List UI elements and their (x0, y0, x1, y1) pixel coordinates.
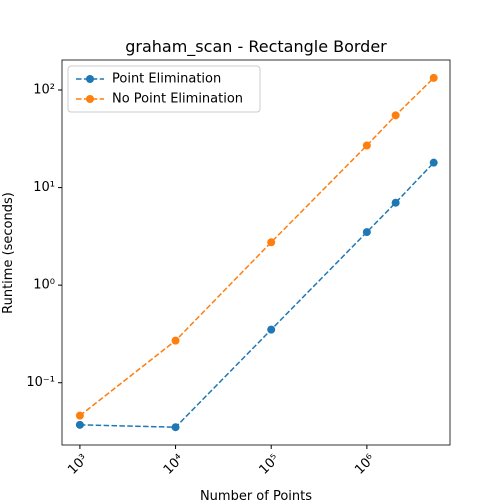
y-tick-label: 10² (33, 83, 55, 98)
data-point (267, 238, 276, 247)
x-tick-label: 10³ (65, 452, 91, 478)
legend-marker (86, 75, 94, 83)
data-point (429, 73, 438, 82)
y-tick-label: 10⁻¹ (26, 375, 55, 390)
legend-label: No Point Elimination (112, 92, 243, 107)
x-tick-label: 10⁶ (352, 452, 378, 478)
x-axis-label: Number of Points (200, 489, 312, 500)
legend-marker (86, 95, 94, 103)
legend-label: Point Elimination (112, 72, 221, 87)
data-point (267, 325, 276, 334)
chart-title: graham_scan - Rectangle Border (125, 37, 387, 57)
data-point (75, 420, 84, 429)
y-tick-label: 10⁰ (33, 278, 55, 293)
x-tick-label: 10⁵ (257, 452, 283, 478)
data-point (429, 158, 438, 167)
data-point (171, 336, 180, 345)
y-axis-label: Runtime (seconds) (1, 192, 16, 314)
series-line (79, 77, 435, 417)
data-point (391, 198, 400, 207)
data-point (391, 111, 400, 120)
series-line (79, 162, 435, 428)
x-tick-label: 10⁴ (161, 452, 187, 478)
data-point (75, 411, 84, 420)
plot-frame (61, 59, 451, 446)
data-point (362, 141, 371, 150)
data-point (171, 423, 180, 432)
legend: Point Elimination No Point Elimination (67, 65, 261, 113)
legend-box (67, 65, 261, 113)
y-tick-label: 10¹ (33, 180, 55, 195)
data-point (362, 228, 371, 237)
